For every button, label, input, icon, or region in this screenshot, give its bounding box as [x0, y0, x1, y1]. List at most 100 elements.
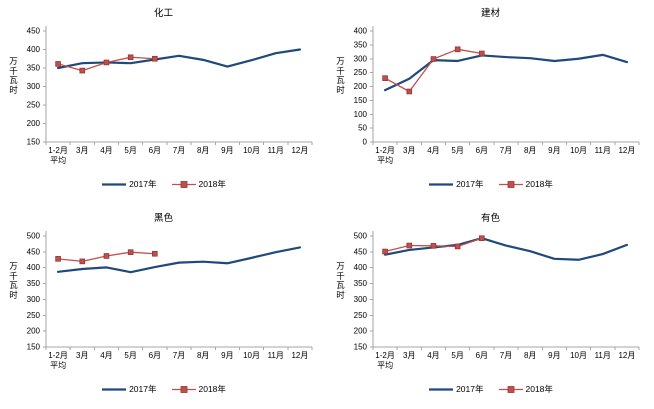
legend-label: 2017年: [129, 179, 157, 189]
chart-title: 黑色: [153, 213, 173, 224]
svg-text:9月: 9月: [221, 351, 233, 360]
svg-text:5月: 5月: [451, 351, 463, 360]
svg-text:10月: 10月: [243, 146, 260, 155]
chart-title: 化工: [153, 8, 173, 19]
legend-item-2017: 2017年: [101, 178, 157, 190]
svg-text:150: 150: [354, 96, 368, 105]
svg-text:500: 500: [354, 232, 368, 241]
svg-text:300: 300: [27, 295, 41, 304]
svg-text:3月: 3月: [76, 351, 88, 360]
svg-text:7月: 7月: [500, 351, 512, 360]
svg-text:400: 400: [354, 27, 368, 36]
svg-text:150: 150: [27, 343, 41, 352]
legend-label: 2017年: [129, 384, 157, 394]
svg-text:1-2月: 1-2月: [48, 351, 68, 360]
svg-text:9月: 9月: [221, 146, 233, 155]
svg-text:平均: 平均: [50, 360, 66, 370]
svg-text:9月: 9月: [548, 351, 560, 360]
svg-text:12月: 12月: [291, 351, 308, 360]
line-marker-swatch-icon: [498, 180, 523, 188]
svg-text:400: 400: [27, 263, 41, 272]
svg-text:300: 300: [354, 54, 368, 63]
svg-text:11月: 11月: [268, 146, 284, 155]
svg-text:250: 250: [354, 311, 368, 320]
chart-title: 建材: [480, 8, 500, 19]
line-swatch-icon: [102, 387, 127, 391]
line-swatch-icon: [429, 182, 454, 186]
y-axis-label: 万千瓦时: [9, 261, 18, 300]
legend-item-2018: 2018年: [498, 178, 553, 190]
svg-text:3月: 3月: [403, 146, 415, 155]
svg-text:0: 0: [363, 138, 368, 147]
svg-text:3月: 3月: [403, 351, 415, 360]
svg-text:150: 150: [27, 138, 41, 147]
svg-text:100: 100: [354, 110, 368, 119]
svg-text:450: 450: [27, 27, 41, 36]
y-axis-label: 万千瓦时: [336, 261, 345, 300]
chart-jiancai: 建材 万千瓦时 0 50 100 150 200 250 300 350 400 1-2月 平均 3月…: [327, 0, 654, 205]
y-axis-label: 万千瓦时: [9, 56, 18, 95]
svg-text:10月: 10月: [570, 146, 587, 155]
svg-text:300: 300: [354, 295, 368, 304]
legend-label: 2018年: [525, 179, 553, 189]
svg-text:6月: 6月: [476, 351, 488, 360]
svg-text:200: 200: [27, 119, 41, 128]
svg-text:7月: 7月: [173, 146, 185, 155]
svg-text:200: 200: [354, 82, 368, 91]
legend-label: 2018年: [525, 384, 553, 394]
chart-legend: 2017年 2018年: [327, 383, 654, 395]
svg-text:200: 200: [27, 327, 41, 336]
svg-text:350: 350: [354, 279, 368, 288]
chart-huagong: 化工 万千瓦时 150 200 250 300 350 400 450 1-2月 平均 3月 4月 5…: [0, 0, 327, 205]
svg-text:8月: 8月: [524, 351, 536, 360]
svg-text:300: 300: [27, 82, 41, 91]
line-swatch-icon: [429, 387, 454, 391]
svg-text:250: 250: [27, 311, 41, 320]
svg-text:250: 250: [354, 68, 368, 77]
line-marker-swatch-icon: [171, 180, 196, 188]
svg-text:1-2月: 1-2月: [48, 146, 68, 155]
svg-text:10月: 10月: [570, 351, 587, 360]
svg-text:8月: 8月: [197, 146, 209, 155]
svg-text:350: 350: [27, 64, 41, 73]
svg-text:4月: 4月: [100, 351, 112, 360]
svg-text:12月: 12月: [291, 146, 308, 155]
svg-text:350: 350: [27, 279, 41, 288]
svg-text:平均: 平均: [377, 360, 393, 370]
svg-text:11月: 11月: [268, 351, 284, 360]
svg-text:6月: 6月: [149, 146, 161, 155]
legend-item-2018: 2018年: [171, 178, 226, 190]
svg-text:6月: 6月: [476, 146, 488, 155]
svg-text:4月: 4月: [427, 146, 439, 155]
svg-text:8月: 8月: [197, 351, 209, 360]
y-axis-label: 万千瓦时: [336, 56, 345, 95]
chart-heise: 黑色 万千瓦时 150 200 250 300 350 400 450 500 1-2月 平均 3月…: [0, 205, 327, 409]
svg-text:10月: 10月: [243, 351, 260, 360]
svg-text:450: 450: [354, 247, 368, 256]
svg-text:250: 250: [27, 101, 41, 110]
svg-text:4月: 4月: [427, 351, 439, 360]
svg-text:12月: 12月: [618, 351, 635, 360]
svg-text:1-2月: 1-2月: [375, 146, 395, 155]
svg-text:350: 350: [354, 40, 368, 49]
svg-text:50: 50: [358, 124, 367, 133]
svg-text:200: 200: [354, 327, 368, 336]
svg-text:5月: 5月: [124, 351, 136, 360]
svg-text:4月: 4月: [100, 146, 112, 155]
svg-text:5月: 5月: [451, 146, 463, 155]
chart-legend: 2017年 2018年: [0, 178, 327, 190]
legend-item-2018: 2018年: [171, 383, 226, 395]
svg-text:9月: 9月: [548, 146, 560, 155]
svg-text:11月: 11月: [595, 351, 611, 360]
svg-text:11月: 11月: [595, 146, 611, 155]
svg-text:150: 150: [354, 343, 368, 352]
legend-label: 2018年: [198, 384, 226, 394]
line-marker-swatch-icon: [498, 385, 523, 393]
svg-text:400: 400: [27, 45, 41, 54]
